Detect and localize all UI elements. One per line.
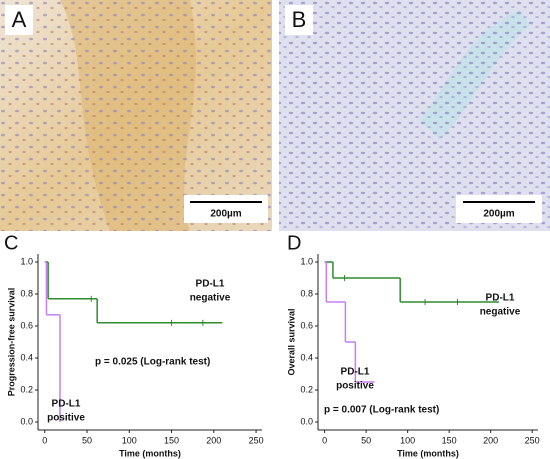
- x-tick-label: 100: [122, 435, 137, 445]
- y-tick-label: 0.4: [300, 352, 313, 362]
- legend-label: PD-L1: [486, 293, 515, 304]
- y-axis-label: Progression-free survival: [6, 288, 16, 397]
- legend-label: positive: [336, 381, 374, 392]
- y-tick-label: 0.0: [300, 416, 313, 426]
- annotation: p = 0.025 (Log-rank test): [95, 357, 210, 368]
- y-tick-label: 0.4: [20, 352, 33, 362]
- legend-label: PD-L1: [52, 399, 81, 410]
- x-axis-label: Time (months): [397, 448, 459, 458]
- panel-label: C: [4, 232, 18, 254]
- y-tick-label: 0.6: [300, 320, 313, 330]
- y-tick-label: 0.8: [300, 288, 313, 298]
- x-tick-label: 50: [82, 435, 92, 445]
- y-tick-label: 0.2: [20, 384, 33, 394]
- x-axis-label: Time (months): [119, 448, 181, 458]
- y-tick-label: 1.0: [300, 256, 313, 266]
- panel-label-box: [285, 5, 313, 35]
- x-tick-label: 100: [400, 435, 415, 445]
- y-tick-label: 0.0: [20, 416, 33, 426]
- y-tick-label: 0.6: [20, 320, 33, 330]
- scale-bar-label: 200µm: [210, 209, 241, 220]
- x-tick-label: 150: [442, 435, 457, 445]
- legend-label: negative: [480, 307, 521, 318]
- legend-label: PD-L1: [196, 279, 225, 290]
- x-tick-label: 250: [249, 435, 264, 445]
- panel-label: D: [287, 232, 301, 254]
- x-tick-label: 50: [361, 435, 371, 445]
- panel-label: A: [12, 7, 27, 32]
- scale-bar-box: [184, 195, 268, 223]
- legend-label: negative: [190, 293, 231, 304]
- micrograph-a: [0, 0, 272, 231]
- y-tick-label: 0.2: [300, 384, 313, 394]
- x-tick-label: 0: [322, 435, 327, 445]
- panel-label: B: [292, 7, 307, 32]
- micrograph-b: [279, 0, 550, 231]
- y-axis-label: Overall survival: [286, 308, 296, 375]
- x-tick-label: 200: [206, 435, 221, 445]
- x-tick-label: 200: [483, 435, 498, 445]
- scale-bar-box: [456, 195, 542, 223]
- legend-label: PD-L1: [341, 367, 370, 378]
- y-tick-label: 0.8: [20, 288, 33, 298]
- y-tick-label: 1.0: [20, 256, 33, 266]
- x-tick-label: 0: [42, 435, 47, 445]
- scale-bar-label: 200µm: [483, 209, 514, 220]
- x-tick-label: 150: [164, 435, 179, 445]
- legend-label: positive: [47, 413, 85, 424]
- x-tick-label: 250: [525, 435, 540, 445]
- panel-label-box: [5, 5, 33, 35]
- annotation: p = 0.007 (Log-rank test): [324, 405, 439, 416]
